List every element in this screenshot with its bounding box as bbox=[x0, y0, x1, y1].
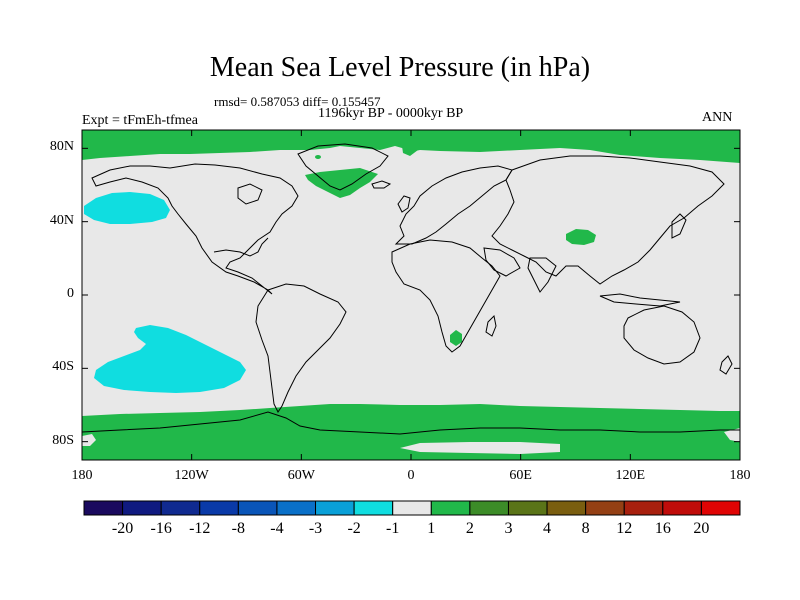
lon-label: 0 bbox=[407, 468, 415, 483]
lon-label: 180 bbox=[71, 468, 93, 483]
antarctic-neutral-patch-2 bbox=[82, 434, 96, 446]
africa-coast bbox=[391, 239, 501, 353]
colorbar-swatch bbox=[392, 500, 432, 516]
colorbar-swatch bbox=[623, 500, 664, 516]
greenland-positive-region bbox=[305, 168, 378, 198]
antarctic-neutral-patch-1 bbox=[400, 442, 560, 454]
colorbar-label: -12 bbox=[189, 520, 211, 537]
lat-label: 80S bbox=[52, 432, 74, 448]
north-america-coast bbox=[91, 163, 299, 295]
coastlines bbox=[81, 143, 740, 435]
experiment-label: Expt = tFmEh-tfmea bbox=[82, 113, 198, 128]
colorbar bbox=[83, 500, 741, 516]
colorbar-label: 20 bbox=[693, 520, 710, 537]
colorbar-swatch bbox=[469, 500, 509, 516]
lat-label: 80N bbox=[49, 139, 74, 155]
colorbar-swatch bbox=[276, 500, 317, 516]
colorbar-swatch bbox=[700, 500, 741, 516]
lon-label: 120E bbox=[615, 468, 646, 483]
colorbar-label: 1 bbox=[427, 520, 436, 537]
colorbar-swatch bbox=[160, 500, 201, 516]
colorbar-swatch bbox=[507, 500, 548, 516]
colorbar-label: 2 bbox=[465, 520, 474, 537]
colorbar-swatch bbox=[353, 500, 394, 516]
axis-ticks bbox=[81, 130, 741, 460]
greenland-coast bbox=[297, 143, 389, 191]
colorbar-label: -16 bbox=[150, 520, 172, 537]
colorbar-label: 3 bbox=[504, 520, 513, 537]
colorbar-swatch bbox=[662, 500, 702, 516]
colorbar-swatch bbox=[237, 500, 278, 516]
colorbar-label: 8 bbox=[581, 520, 590, 537]
new-zealand-coast bbox=[719, 355, 733, 375]
map-title: Mean Sea Level Pressure (in hPa) bbox=[209, 52, 591, 83]
colorbar-swatch bbox=[122, 500, 162, 516]
lat-label: 40S bbox=[52, 359, 74, 375]
lon-label: 60E bbox=[509, 468, 532, 483]
antarctic-neutral-patch-3 bbox=[724, 428, 740, 442]
colorbar-swatch bbox=[83, 500, 124, 516]
colorbar-swatch bbox=[430, 500, 471, 516]
tibet-positive-region bbox=[566, 229, 596, 245]
antarctica-coast bbox=[81, 411, 740, 435]
colorbar-label: -3 bbox=[308, 520, 323, 537]
svalbard-positive-region bbox=[402, 135, 420, 156]
south-america-coast bbox=[255, 283, 347, 413]
colorbar-label: -1 bbox=[386, 520, 400, 537]
north-pacific-negative-region bbox=[84, 192, 170, 224]
lon-label: 120W bbox=[174, 468, 209, 483]
europe-coast bbox=[394, 165, 513, 245]
south-pacific-negative-region bbox=[94, 325, 246, 393]
asia-coast bbox=[491, 155, 725, 285]
colorbar-swatch bbox=[585, 500, 625, 516]
hudson-bay-coast bbox=[237, 183, 263, 205]
madagascar-coast bbox=[485, 314, 497, 337]
south-africa-positive-region bbox=[450, 330, 462, 346]
japan-coast bbox=[671, 213, 687, 239]
colorbar-label: -2 bbox=[347, 520, 361, 537]
australia-coast bbox=[623, 305, 701, 365]
period-subtitle: 1196kyr BP - 0000kyr BP bbox=[318, 106, 464, 121]
colorbar-label: 16 bbox=[654, 520, 671, 537]
indonesia-coast bbox=[599, 293, 681, 307]
gulf-coast bbox=[213, 237, 269, 257]
colorbar-swatch bbox=[546, 500, 587, 516]
greenland-small-blob bbox=[315, 155, 321, 159]
colorbar-swatch bbox=[199, 500, 239, 516]
lon-label: 180 bbox=[729, 468, 751, 483]
lat-label: 40N bbox=[49, 212, 74, 228]
colorbar-label: -4 bbox=[270, 520, 284, 537]
arabia-coast bbox=[483, 247, 521, 277]
colorbar-label: -8 bbox=[231, 520, 245, 537]
colorbar-label: -20 bbox=[111, 520, 134, 537]
iceland-coast bbox=[371, 180, 392, 189]
india-coast bbox=[527, 257, 557, 293]
stats-subtitle: rmsd= 0.587053 diff= 0.155457 bbox=[214, 94, 381, 109]
colorbar-label: 4 bbox=[543, 520, 552, 537]
season-label: ANN bbox=[702, 110, 733, 125]
british-isles-coast bbox=[397, 195, 411, 213]
colorbar-label: 12 bbox=[616, 520, 633, 537]
lon-label: 60W bbox=[287, 468, 315, 483]
colorbar-swatch bbox=[315, 500, 355, 516]
lat-label: 0 bbox=[67, 286, 74, 301]
